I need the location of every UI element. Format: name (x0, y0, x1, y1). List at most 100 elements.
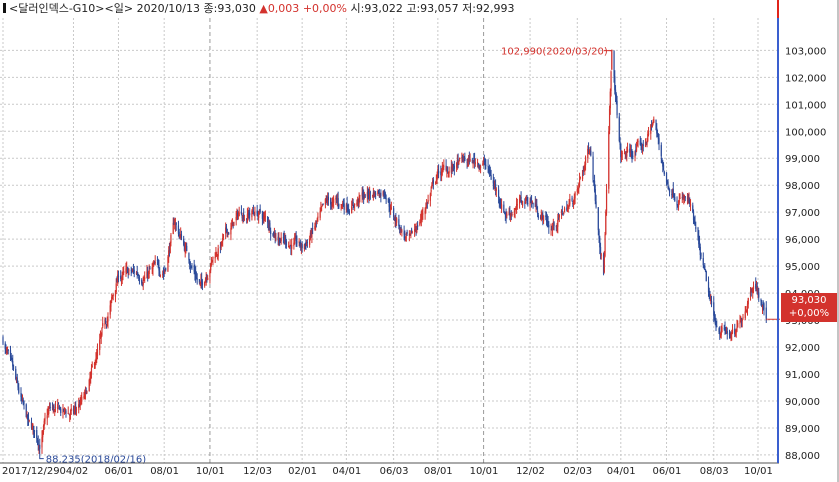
candle-body (431, 184, 433, 188)
candle-body (338, 204, 340, 207)
candle-body (267, 222, 270, 226)
candle-body (725, 330, 728, 332)
candle-body (547, 221, 549, 227)
candle-body (366, 192, 368, 197)
candle-body (430, 189, 432, 192)
candle-body (132, 270, 134, 272)
candle-body (637, 140, 639, 143)
candle-body (18, 387, 20, 393)
candle-body (477, 163, 479, 167)
candle-body (42, 425, 45, 433)
candle-body (294, 236, 297, 240)
candle-body (225, 227, 227, 234)
high-label: 고 (406, 2, 417, 15)
candle-body (27, 418, 30, 420)
candle-body (180, 234, 182, 237)
candle-body (151, 267, 153, 270)
low-leader (39, 448, 44, 460)
candle-body (626, 152, 628, 157)
candle-body (625, 154, 627, 157)
candle-body (189, 261, 191, 265)
candle-body (22, 399, 24, 403)
candle-body (587, 146, 590, 151)
candle-body (48, 409, 50, 414)
candle-body (471, 159, 473, 164)
candle-body (141, 284, 144, 286)
candle-body (556, 226, 558, 228)
candle-body (645, 141, 647, 144)
candle-body (363, 194, 365, 197)
x-tick-label: 06/01 (653, 466, 682, 477)
candle-body (534, 202, 536, 207)
candle-body (369, 193, 371, 198)
candle-body (65, 411, 67, 414)
candle-body (283, 237, 285, 240)
candle-body (530, 199, 532, 203)
candle-body (314, 225, 316, 230)
candle-body (602, 254, 605, 274)
candle-body (36, 439, 39, 442)
candle-body (6, 351, 9, 352)
candle-body (395, 219, 397, 223)
x-tick-label: 10/01 (470, 466, 499, 477)
y-tick-label: 88,000 (785, 451, 820, 462)
candle-body (216, 254, 218, 256)
candle-body (32, 425, 34, 429)
candle-body (440, 171, 442, 176)
candle-body (704, 266, 706, 270)
candle-body (222, 234, 225, 238)
candle-body (63, 408, 66, 410)
candle-body (629, 148, 631, 153)
candle-body (94, 363, 96, 365)
candle-body (168, 249, 171, 252)
candle-body (656, 134, 659, 135)
candle-body (138, 277, 140, 279)
candle-body (766, 319, 768, 321)
candle-body (505, 214, 507, 218)
candle-body (167, 257, 169, 272)
candle-body (724, 327, 726, 331)
candle-body (102, 323, 104, 327)
candle-body (343, 203, 345, 210)
candle-body (342, 203, 344, 206)
candle-body (162, 273, 164, 275)
candle-body (12, 361, 14, 367)
candle-body (120, 278, 123, 281)
candle-body (452, 163, 454, 168)
candle-body (725, 329, 727, 332)
candle-body (579, 177, 581, 179)
change-arrow-icon: ▲ (259, 2, 268, 15)
candle-body (584, 164, 586, 169)
candle-body (605, 211, 607, 235)
last-price-box: 93,030 +0,00% (781, 293, 837, 322)
candle-body (358, 196, 360, 204)
candle-body (54, 409, 56, 411)
candle-body (709, 296, 711, 300)
candle-body (561, 211, 563, 213)
candle-body (546, 220, 548, 223)
candle-body (173, 222, 175, 225)
candle-body (504, 212, 506, 216)
candle-body (91, 365, 93, 368)
candle-body (551, 228, 554, 231)
candle-body (201, 278, 203, 283)
candle-body (49, 406, 51, 408)
candle-body (6, 349, 8, 351)
candle-body (285, 237, 287, 243)
candle-body (636, 143, 638, 147)
candle-body (109, 305, 111, 315)
candle-body (718, 328, 720, 332)
candle-body (246, 214, 249, 222)
candle-body (37, 440, 39, 446)
candle-body (322, 203, 324, 205)
candle-body (390, 207, 392, 209)
candle-body (345, 204, 347, 211)
candle-body (394, 218, 396, 222)
candle-body (299, 241, 301, 245)
candle-body (156, 259, 159, 261)
candle-body (289, 244, 291, 246)
candle-body (269, 223, 271, 230)
candle-body (425, 206, 427, 210)
candle-body (5, 348, 7, 350)
